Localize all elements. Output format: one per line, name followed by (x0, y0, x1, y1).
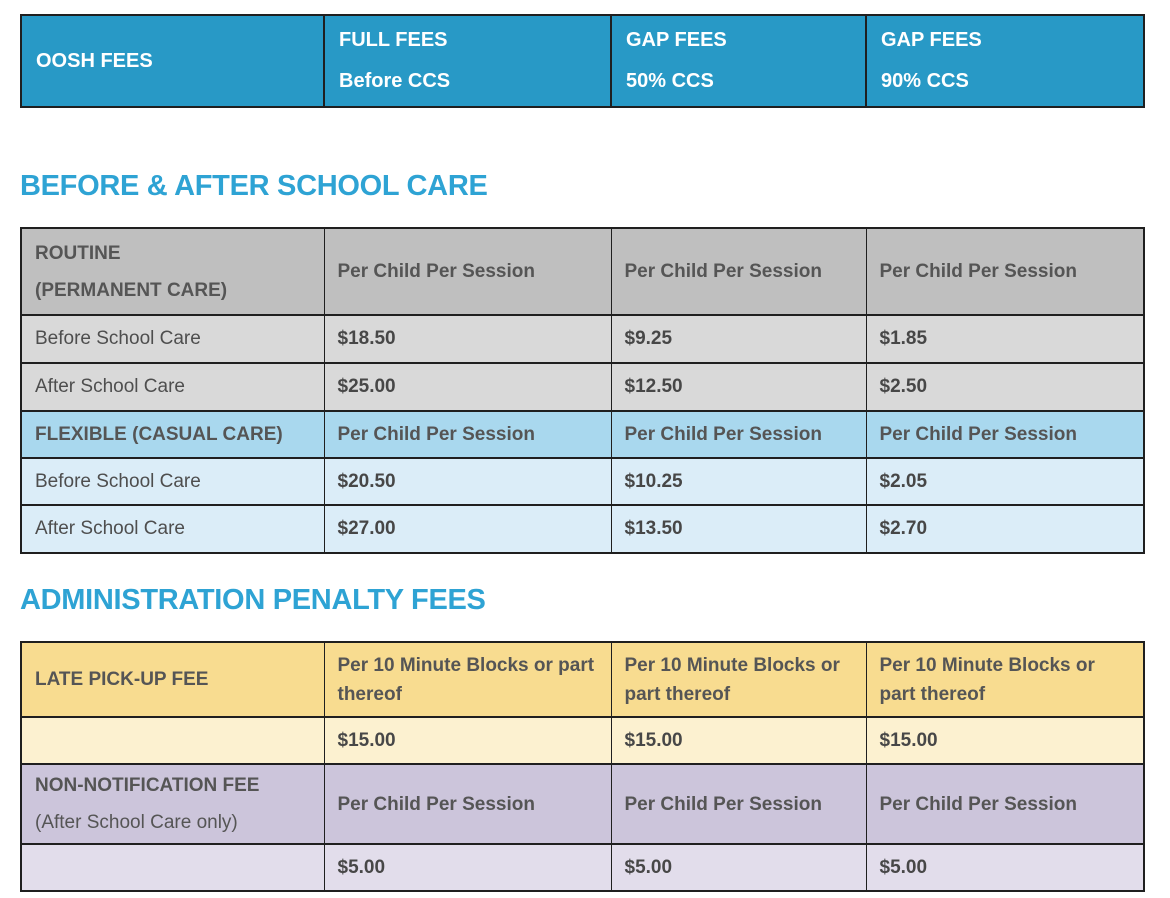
fee-label-cell (20, 716, 325, 765)
unit-cell: Per Child Per Session (865, 410, 1145, 459)
title-bar-row: OOSH FEES FULL FEES Before CCS GAP FEES … (20, 14, 1145, 108)
fee-label-cell: Before School Care (20, 314, 325, 364)
unit-cell: Per Child Per Session (865, 227, 1145, 316)
fee-value-cell: $5.00 (865, 843, 1145, 892)
fee-row-routine-before-school-care: Before School Care $18.50 $9.25 $1.85 (20, 314, 1145, 364)
title-col-oosh-fees: OOSH FEES (20, 14, 325, 108)
title-gap90-line1: GAP FEES (881, 29, 982, 51)
fees-table-before-after-school-care: ROUTINE (PERMANENT CARE) Per Child Per S… (20, 227, 1145, 554)
fee-value-cell: $2.05 (865, 457, 1145, 506)
group-name-cell: NON-NOTIFICATION FEE (After School Care … (20, 763, 325, 845)
group-name-cell: LATE PICK-UP FEE (20, 641, 325, 718)
fee-label-cell (20, 843, 325, 892)
fee-value-cell: $25.00 (323, 362, 612, 412)
title-gap90-line2: 90% CCS (881, 70, 969, 92)
title-gap50-line1: GAP FEES (626, 29, 727, 51)
section-heading-before-after-school-care: BEFORE & AFTER SCHOOL CARE (20, 170, 488, 202)
title-bar-table: OOSH FEES FULL FEES Before CCS GAP FEES … (20, 14, 1145, 108)
unit-cell: Per Child Per Session (865, 763, 1145, 845)
fee-value-cell: $5.00 (610, 843, 867, 892)
fee-value-cell: $1.85 (865, 314, 1145, 364)
group-header-row-routine: ROUTINE (PERMANENT CARE) Per Child Per S… (20, 227, 1145, 316)
fees-table-administration-penalty: LATE PICK-UP FEE Per 10 Minute Blocks or… (20, 641, 1145, 892)
unit-cell: Per 10 Minute Blocks or part thereof (323, 641, 612, 718)
title-full-fees-line1: FULL FEES (339, 29, 448, 51)
fee-value-cell: $27.00 (323, 504, 612, 554)
title-full-fees-line2: Before CCS (339, 70, 451, 92)
fee-row-flexible-after-school-care: After School Care $27.00 $13.50 $2.70 (20, 504, 1145, 554)
title-col-gap-fees-50: GAP FEES 50% CCS (610, 14, 867, 108)
unit-cell: Per Child Per Session (323, 763, 612, 845)
fee-value-cell: $18.50 (323, 314, 612, 364)
fee-value-cell: $13.50 (610, 504, 867, 554)
unit-cell: Per 10 Minute Blocks or part thereof (610, 641, 867, 718)
fee-row-late-pickup-fee: $15.00 $15.00 $15.00 (20, 716, 1145, 765)
fee-label-cell: After School Care (20, 362, 325, 412)
section-heading-administration-penalty-fees: ADMINISTRATION PENALTY FEES (20, 584, 486, 616)
fee-value-cell: $10.25 (610, 457, 867, 506)
unit-cell: Per Child Per Session (323, 227, 612, 316)
fee-label-cell: Before School Care (20, 457, 325, 506)
fee-value-cell: $5.00 (323, 843, 612, 892)
group-name-line1: LATE PICK-UP FEE (35, 669, 209, 690)
fee-value-cell: $15.00 (610, 716, 867, 765)
fee-value-cell: $2.50 (865, 362, 1145, 412)
group-name-line1: ROUTINE (35, 242, 121, 264)
fee-row-non-notification-fee: $5.00 $5.00 $5.00 (20, 843, 1145, 892)
group-name-line2: (After School Care only) (35, 812, 238, 833)
fee-row-flexible-before-school-care: Before School Care $20.50 $10.25 $2.05 (20, 457, 1145, 506)
title-col-full-fees: FULL FEES Before CCS (323, 14, 612, 108)
group-name-cell: ROUTINE (PERMANENT CARE) (20, 227, 325, 316)
unit-cell: Per 10 Minute Blocks or part thereof (865, 641, 1145, 718)
fee-value-cell: $12.50 (610, 362, 867, 412)
title-gap50-line2: 50% CCS (626, 70, 714, 92)
group-name-line2: (PERMANENT CARE) (35, 279, 228, 301)
group-header-row-non-notification-fee: NON-NOTIFICATION FEE (After School Care … (20, 763, 1145, 845)
unit-cell: Per Child Per Session (610, 763, 867, 845)
unit-cell: Per Child Per Session (610, 227, 867, 316)
fee-value-cell: $20.50 (323, 457, 612, 506)
fee-value-cell: $2.70 (865, 504, 1145, 554)
fee-value-cell: $15.00 (865, 716, 1145, 765)
fee-label-cell: After School Care (20, 504, 325, 554)
group-header-row-flexible: FLEXIBLE (CASUAL CARE) Per Child Per Ses… (20, 410, 1145, 459)
unit-cell: Per Child Per Session (610, 410, 867, 459)
fee-value-cell: $9.25 (610, 314, 867, 364)
fee-row-routine-after-school-care: After School Care $25.00 $12.50 $2.50 (20, 362, 1145, 412)
group-name-line1: NON-NOTIFICATION FEE (35, 775, 260, 796)
group-name-cell: FLEXIBLE (CASUAL CARE) (20, 410, 325, 459)
group-name-line1: FLEXIBLE (CASUAL CARE) (35, 424, 283, 445)
title-col-gap-fees-90: GAP FEES 90% CCS (865, 14, 1145, 108)
fee-schedule-page: OOSH FEES FULL FEES Before CCS GAP FEES … (20, 14, 1145, 892)
fee-value-cell: $15.00 (323, 716, 612, 765)
unit-cell: Per Child Per Session (323, 410, 612, 459)
group-header-row-late-pickup-fee: LATE PICK-UP FEE Per 10 Minute Blocks or… (20, 641, 1145, 718)
